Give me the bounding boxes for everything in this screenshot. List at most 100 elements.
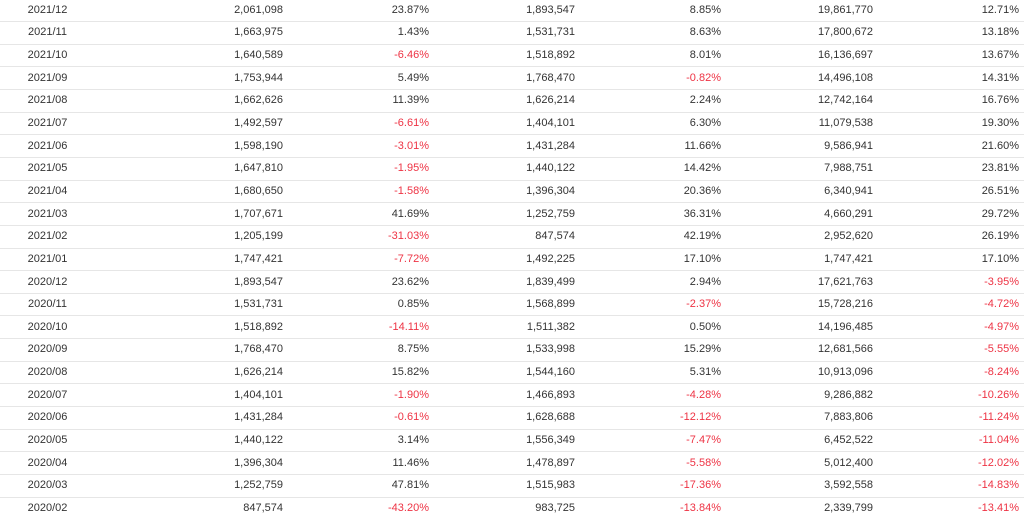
month-cell: 2021/12 (0, 0, 95, 23)
cumulative-yoy-change-cell: 14.31% (878, 66, 1024, 91)
cumulative-yoy-change-cell: -8.24% (878, 361, 1024, 385)
revenue-cell: 1,662,626 (95, 89, 288, 113)
cumulative-yoy-change-cell: -10.26% (878, 383, 1024, 408)
table-row: 2021/06 1,598,190 -3.01% 1,431,284 11.66% 9,5… (0, 134, 1024, 158)
mom-change-cell: 41.69% (288, 202, 434, 226)
table-row: 2020/10 1,518,892 -14.11% 1,511,382 0.50% 14,… (0, 315, 1024, 340)
table-row: 2020/12 1,893,547 23.62% 1,839,499 2.94% 17,6… (0, 270, 1024, 294)
yoy-change-cell: -7.47% (580, 429, 726, 453)
revenue-cell: 1,396,304 (95, 451, 288, 475)
cumulative-revenue-cell: 6,452,522 (726, 429, 878, 453)
month-cell: 2020/05 (0, 429, 95, 453)
table-row: 2020/03 1,252,759 47.81% 1,515,983 -17.36% 3,… (0, 474, 1024, 498)
prev-year-revenue-cell: 1,404,101 (434, 112, 580, 136)
month-cell: 2020/10 (0, 315, 95, 340)
month-cell: 2020/08 (0, 361, 95, 385)
mom-change-cell: 23.87% (288, 0, 434, 23)
cumulative-revenue-cell: 10,913,096 (726, 361, 878, 385)
prev-year-revenue-cell: 1,252,759 (434, 202, 580, 226)
yoy-change-cell: -12.12% (580, 406, 726, 430)
prev-year-revenue-cell: 1,531,731 (434, 21, 580, 45)
revenue-cell: 1,492,597 (95, 112, 288, 136)
revenue-cell: 1,431,284 (95, 406, 288, 430)
cumulative-revenue-cell: 15,728,216 (726, 293, 878, 317)
mom-change-cell: 1.43% (288, 21, 434, 45)
mom-change-cell: 47.81% (288, 474, 434, 498)
prev-year-revenue-cell: 1,440,122 (434, 157, 580, 181)
prev-year-revenue-cell: 1,478,897 (434, 451, 580, 475)
cumulative-yoy-change-cell: -11.24% (878, 406, 1024, 430)
revenue-cell: 2,061,098 (95, 0, 288, 23)
cumulative-yoy-change-cell: -5.55% (878, 338, 1024, 362)
month-cell: 2021/09 (0, 66, 95, 91)
yoy-change-cell: 0.50% (580, 315, 726, 340)
revenue-cell: 1,440,122 (95, 429, 288, 453)
prev-year-revenue-cell: 1,511,382 (434, 315, 580, 340)
cumulative-yoy-change-cell: -4.97% (878, 315, 1024, 340)
table-row: 2021/08 1,662,626 11.39% 1,626,214 2.24% 12,7… (0, 89, 1024, 113)
mom-change-cell: 3.14% (288, 429, 434, 453)
cumulative-revenue-cell: 7,988,751 (726, 157, 878, 181)
cumulative-revenue-cell: 2,339,799 (726, 497, 878, 516)
cumulative-yoy-change-cell: 13.18% (878, 21, 1024, 45)
mom-change-cell: -1.58% (288, 180, 434, 204)
prev-year-revenue-cell: 1,839,499 (434, 270, 580, 294)
month-cell: 2020/04 (0, 451, 95, 475)
yoy-change-cell: -2.37% (580, 293, 726, 317)
month-cell: 2020/12 (0, 270, 95, 294)
prev-year-revenue-cell: 1,518,892 (434, 44, 580, 68)
revenue-cell: 1,707,671 (95, 202, 288, 226)
prev-year-revenue-cell: 1,628,688 (434, 406, 580, 430)
revenue-cell: 1,893,547 (95, 270, 288, 294)
yoy-change-cell: -5.58% (580, 451, 726, 475)
table-row: 2021/04 1,680,650 -1.58% 1,396,304 20.36% 6,3… (0, 180, 1024, 204)
table-row: 2021/01 1,747,421 -7.72% 1,492,225 17.10% 1,7… (0, 248, 1024, 272)
mom-change-cell: 8.75% (288, 338, 434, 362)
yoy-change-cell: 14.42% (580, 157, 726, 181)
revenue-cell: 1,252,759 (95, 474, 288, 498)
cumulative-yoy-change-cell: -4.72% (878, 293, 1024, 317)
cumulative-yoy-change-cell: -11.04% (878, 429, 1024, 453)
mom-change-cell: 11.39% (288, 89, 434, 113)
month-cell: 2020/09 (0, 338, 95, 362)
cumulative-revenue-cell: 4,660,291 (726, 202, 878, 226)
prev-year-revenue-cell: 1,492,225 (434, 248, 580, 272)
month-cell: 2021/03 (0, 202, 95, 226)
cumulative-revenue-cell: 5,012,400 (726, 451, 878, 475)
yoy-change-cell: 11.66% (580, 134, 726, 158)
revenue-cell: 1,753,944 (95, 66, 288, 91)
prev-year-revenue-cell: 1,431,284 (434, 134, 580, 158)
month-cell: 2021/11 (0, 21, 95, 45)
mom-change-cell: 0.85% (288, 293, 434, 317)
table-row: 2020/02 847,574 -43.20% 983,725 -13.84% 2,339… (0, 497, 1024, 516)
prev-year-revenue-cell: 1,893,547 (434, 0, 580, 23)
cumulative-revenue-cell: 3,592,558 (726, 474, 878, 498)
table-row: 2021/07 1,492,597 -6.61% 1,404,101 6.30% 11,0… (0, 112, 1024, 136)
prev-year-revenue-cell: 1,533,998 (434, 338, 580, 362)
month-cell: 2021/05 (0, 157, 95, 181)
yoy-change-cell: 20.36% (580, 180, 726, 204)
prev-year-revenue-cell: 1,466,893 (434, 383, 580, 408)
mom-change-cell: 23.62% (288, 270, 434, 294)
cumulative-revenue-cell: 14,196,485 (726, 315, 878, 340)
cumulative-revenue-cell: 11,079,538 (726, 112, 878, 136)
yoy-change-cell: 5.31% (580, 361, 726, 385)
month-cell: 2020/06 (0, 406, 95, 430)
mom-change-cell: -6.61% (288, 112, 434, 136)
revenue-cell: 1,747,421 (95, 248, 288, 272)
yoy-change-cell: 8.63% (580, 21, 726, 45)
yoy-change-cell: -0.82% (580, 66, 726, 91)
month-cell: 2021/01 (0, 248, 95, 272)
prev-year-revenue-cell: 847,574 (434, 225, 580, 249)
cumulative-revenue-cell: 14,496,108 (726, 66, 878, 91)
yoy-change-cell: 2.94% (580, 270, 726, 294)
mom-change-cell: -0.61% (288, 406, 434, 430)
month-cell: 2020/11 (0, 293, 95, 317)
mom-change-cell: 15.82% (288, 361, 434, 385)
mom-change-cell: -43.20% (288, 497, 434, 516)
cumulative-revenue-cell: 6,340,941 (726, 180, 878, 204)
revenue-cell: 847,574 (95, 497, 288, 516)
revenue-cell: 1,663,975 (95, 21, 288, 45)
cumulative-yoy-change-cell: 17.10% (878, 248, 1024, 272)
